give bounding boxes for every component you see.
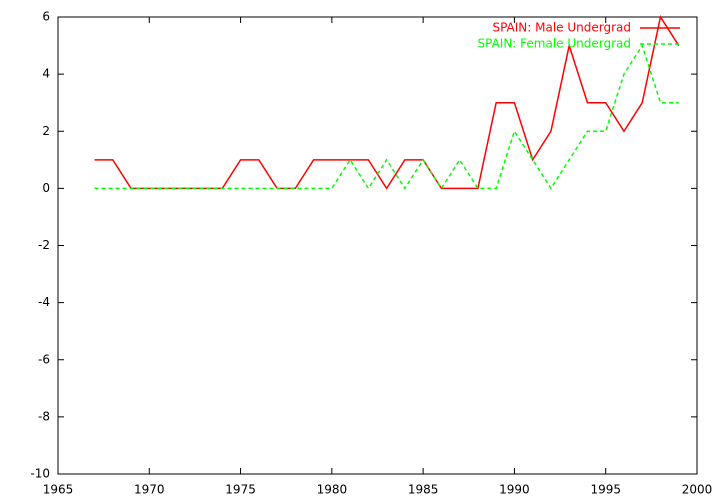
y-tick-label: -6: [38, 352, 50, 366]
y-tick-label: -10: [30, 467, 50, 481]
y-tick-label: 6: [42, 10, 50, 24]
x-tick-label: 1965: [43, 483, 74, 497]
y-tick-label: -2: [38, 238, 50, 252]
x-tick-label: 1995: [590, 483, 621, 497]
y-tick-label: -8: [38, 409, 50, 423]
x-tick-label: 1985: [408, 483, 439, 497]
x-tick-label: 1990: [499, 483, 530, 497]
plot-border: [57, 16, 698, 475]
x-tick-label: 1970: [134, 483, 165, 497]
y-tick-label: 4: [42, 67, 50, 81]
x-tick-label: 1975: [225, 483, 256, 497]
legend-label: SPAIN: Male Undergrad: [492, 21, 631, 35]
series-line: [94, 43, 679, 190]
series-line: [94, 15, 680, 190]
y-tick-label: 2: [42, 124, 50, 138]
legend-label: SPAIN: Female Undergrad: [477, 37, 631, 51]
y-tick-label: -4: [38, 295, 50, 309]
x-tick-label: 2000: [682, 483, 713, 497]
y-tick-label: 0: [42, 181, 50, 195]
x-tick-label: 1980: [317, 483, 348, 497]
